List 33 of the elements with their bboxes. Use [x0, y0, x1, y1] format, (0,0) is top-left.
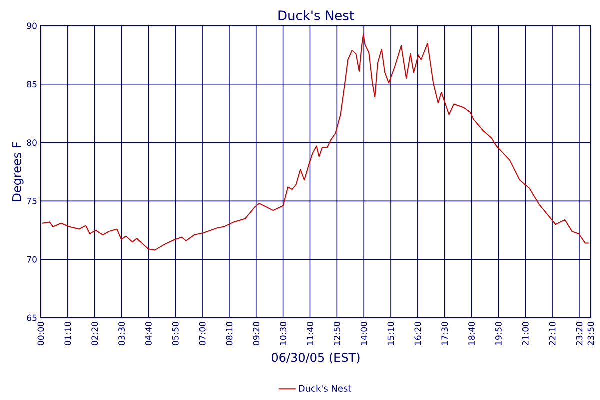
x-tick-label: 08:10 [226, 322, 233, 346]
x-tick-label: 04:40 [145, 322, 152, 346]
x-tick-label: 21:00 [522, 322, 529, 346]
x-tick-label: 16:20 [414, 322, 422, 346]
line-series [42, 34, 590, 251]
x-tick-label: 00:00 [38, 322, 44, 346]
x-tick-label: 12:50 [334, 322, 340, 346]
y-tick-label: 80 [27, 140, 37, 146]
x-tick-label: 09:20 [253, 322, 260, 346]
chart-title: Duck's Nest [278, 10, 354, 20]
x-tick-label: 23:50 [588, 322, 594, 346]
y-tick-label: 90 [27, 22, 37, 30]
y-tick-label: 75 [27, 198, 37, 204]
x-tick-label: 17:30 [442, 322, 448, 346]
x-tick-label: 14:00 [360, 322, 368, 346]
x-tick-label: 03:30 [118, 322, 125, 346]
x-tick-label: 19:50 [495, 322, 502, 346]
y-tick-label: 70 [27, 256, 37, 263]
x-tick-label: 22:10 [549, 322, 556, 346]
x-tick-label: 18:40 [468, 322, 475, 346]
y-tick-label: 65 [27, 314, 37, 322]
x-tick-label: 02:20 [92, 322, 98, 346]
x-axis-title: 06/30/05 (EST) [272, 352, 360, 364]
x-tick-label: 23:20 [576, 322, 583, 346]
x-tick-label: 11:40 [307, 322, 314, 346]
x-tick-label: 15:10 [388, 322, 394, 346]
x-tick-label: 07:00 [199, 322, 206, 346]
y-axis-title: Degrees F [12, 142, 24, 202]
y-tick-label: 85 [27, 81, 37, 88]
legend-label: Duck's Nest [299, 384, 352, 392]
x-tick-label: 10:30 [280, 322, 287, 346]
x-tick-label: 05:50 [172, 322, 179, 346]
x-tick-label: 01:10 [64, 322, 72, 346]
